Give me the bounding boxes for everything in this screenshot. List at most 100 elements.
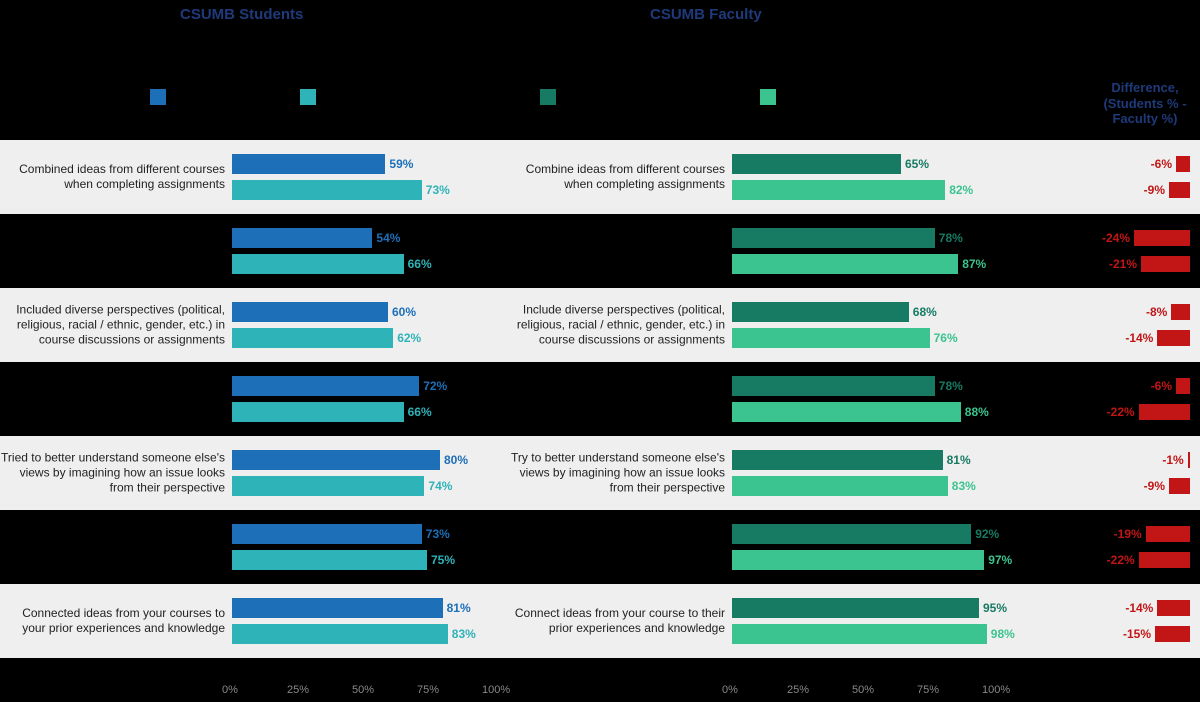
diff-senior-bar-label: -15%: [1123, 624, 1151, 644]
chart-rows: Combined ideas from different courses wh…: [0, 140, 1200, 658]
axis-tick: 50%: [852, 684, 874, 696]
student-senior-bar-label: 73%: [426, 180, 450, 200]
student-fresh-bar: [232, 154, 385, 174]
diff-fresh-bar: [1188, 452, 1190, 468]
diff-senior-bar: [1157, 330, 1190, 346]
faculty-upper-bar-label: 88%: [965, 402, 989, 422]
student-senior-bar: [232, 624, 448, 644]
student-row-label: Combined ideas from different courses wh…: [0, 162, 225, 192]
faculty-lower-bar-label: 68%: [913, 302, 937, 322]
diff-fresh-bar-label: -1%: [1162, 450, 1183, 470]
faculty-row-label: Include diverse perspectives (political,…: [500, 303, 725, 348]
diff-senior-bar-label: -22%: [1107, 402, 1135, 422]
diff-fresh-bar: [1157, 600, 1190, 616]
student-fresh-bar: [232, 450, 440, 470]
axis-tick: 0%: [722, 684, 738, 696]
student-fresh-bar-label: 60%: [392, 302, 416, 322]
student-fresh-bar-label: 81%: [447, 598, 471, 618]
data-row: 72% 66% 78%88% -6% -22%: [0, 362, 1200, 436]
diff-fresh-bar: [1176, 378, 1190, 394]
faculty-upper-bar: [732, 254, 958, 274]
legend-swatch-student-fresh: [150, 89, 166, 105]
faculty-lower-bar: [732, 598, 979, 618]
student-fresh-bar: [232, 598, 443, 618]
faculty-lower-bar-label: 92%: [975, 524, 999, 544]
faculty-lower-bar-label: 65%: [905, 154, 929, 174]
students-title: CSUMB Students: [180, 6, 303, 23]
faculty-lower-bar-label: 78%: [939, 228, 963, 248]
student-senior-bar: [232, 254, 404, 274]
student-fresh-bar-label: 72%: [423, 376, 447, 396]
student-row-label: Tried to better understand someone else'…: [0, 451, 225, 496]
diff-fresh-bar-label: -14%: [1125, 598, 1153, 618]
student-row-label: Included diverse perspectives (political…: [0, 303, 225, 348]
faculty-row-label: Connect ideas from your course to their …: [500, 606, 725, 636]
data-row: 54%66%78%87%-24%-21%: [0, 214, 1200, 288]
student-fresh-bar-label: 80%: [444, 450, 468, 470]
faculty-upper-bar: [732, 476, 948, 496]
student-senior-bar-label: 83%: [452, 624, 476, 644]
student-senior-bar-label: 75%: [431, 550, 455, 570]
axis-tick: 100%: [482, 684, 510, 696]
faculty-upper-bar: [732, 328, 930, 348]
faculty-upper-bar-label: 98%: [991, 624, 1015, 644]
faculty-upper-bar: [732, 402, 961, 422]
faculty-upper-bar: [732, 180, 945, 200]
student-fresh-bar: [232, 524, 422, 544]
difference-header: Difference, (Students % - Faculty %): [1100, 80, 1190, 127]
diff-senior-bar: [1141, 256, 1190, 272]
diff-fresh-bar-label: -8%: [1146, 302, 1167, 322]
faculty-title: CSUMB Faculty: [650, 6, 762, 23]
student-fresh-bar-label: 54%: [376, 228, 400, 248]
axis-tick: 25%: [287, 684, 309, 696]
diff-fresh-bar: [1176, 156, 1190, 172]
diff-senior-bar-label: -9%: [1144, 180, 1165, 200]
faculty-lower-bar: [732, 524, 971, 544]
diff-fresh-bar: [1171, 304, 1190, 320]
diff-fresh-bar-label: -6%: [1151, 376, 1172, 396]
student-senior-bar-label: 62%: [397, 328, 421, 348]
axis-tick: 75%: [917, 684, 939, 696]
faculty-row-label: Combine ideas from different courses whe…: [500, 162, 725, 192]
diff-senior-bar-label: -14%: [1125, 328, 1153, 348]
student-senior-bar: [232, 402, 404, 422]
student-fresh-bar: [232, 302, 388, 322]
diff-fresh-bar-label: -6%: [1151, 154, 1172, 174]
diff-senior-bar-label: -21%: [1109, 254, 1137, 274]
faculty-row-label: Try to better understand someone else's …: [500, 451, 725, 496]
diff-senior-bar: [1169, 478, 1190, 494]
diff-fresh-bar-label: -19%: [1114, 524, 1142, 544]
diff-senior-bar: [1139, 552, 1190, 568]
legend-swatch-faculty-lower: [540, 89, 556, 105]
faculty-lower-bar-label: 78%: [939, 376, 963, 396]
axis-tick: 0%: [222, 684, 238, 696]
data-row: Included diverse perspectives (political…: [0, 288, 1200, 362]
legend-swatch-faculty-upper: [760, 89, 776, 105]
faculty-upper-bar-label: 76%: [934, 328, 958, 348]
diff-senior-bar: [1139, 404, 1190, 420]
faculty-lower-bar: [732, 228, 935, 248]
faculty-upper-bar-label: 82%: [949, 180, 973, 200]
student-senior-bar-label: 74%: [428, 476, 452, 496]
data-row: 73% 75% 92% 97% -19% -22%: [0, 510, 1200, 584]
student-senior-bar: [232, 476, 424, 496]
diff-fresh-bar: [1146, 526, 1190, 542]
student-fresh-bar-label: 73%: [426, 524, 450, 544]
faculty-upper-bar: [732, 550, 984, 570]
diff-senior-bar-label: -22%: [1107, 550, 1135, 570]
faculty-lower-bar: [732, 154, 901, 174]
data-row: Connected ideas from your courses to you…: [0, 584, 1200, 658]
diff-senior-bar-label: -9%: [1144, 476, 1165, 496]
student-senior-bar: [232, 328, 393, 348]
student-fresh-bar: [232, 228, 372, 248]
axis-tick: 25%: [787, 684, 809, 696]
axis-tick: 50%: [352, 684, 374, 696]
faculty-upper-bar-label: 97%: [988, 550, 1012, 570]
student-senior-bar-label: 66%: [408, 402, 432, 422]
diff-fresh-bar-label: -24%: [1102, 228, 1130, 248]
faculty-upper-bar-label: 87%: [962, 254, 986, 274]
student-senior-bar: [232, 180, 422, 200]
diff-senior-bar: [1155, 626, 1190, 642]
axis-tick: 75%: [417, 684, 439, 696]
faculty-lower-bar-label: 95%: [983, 598, 1007, 618]
